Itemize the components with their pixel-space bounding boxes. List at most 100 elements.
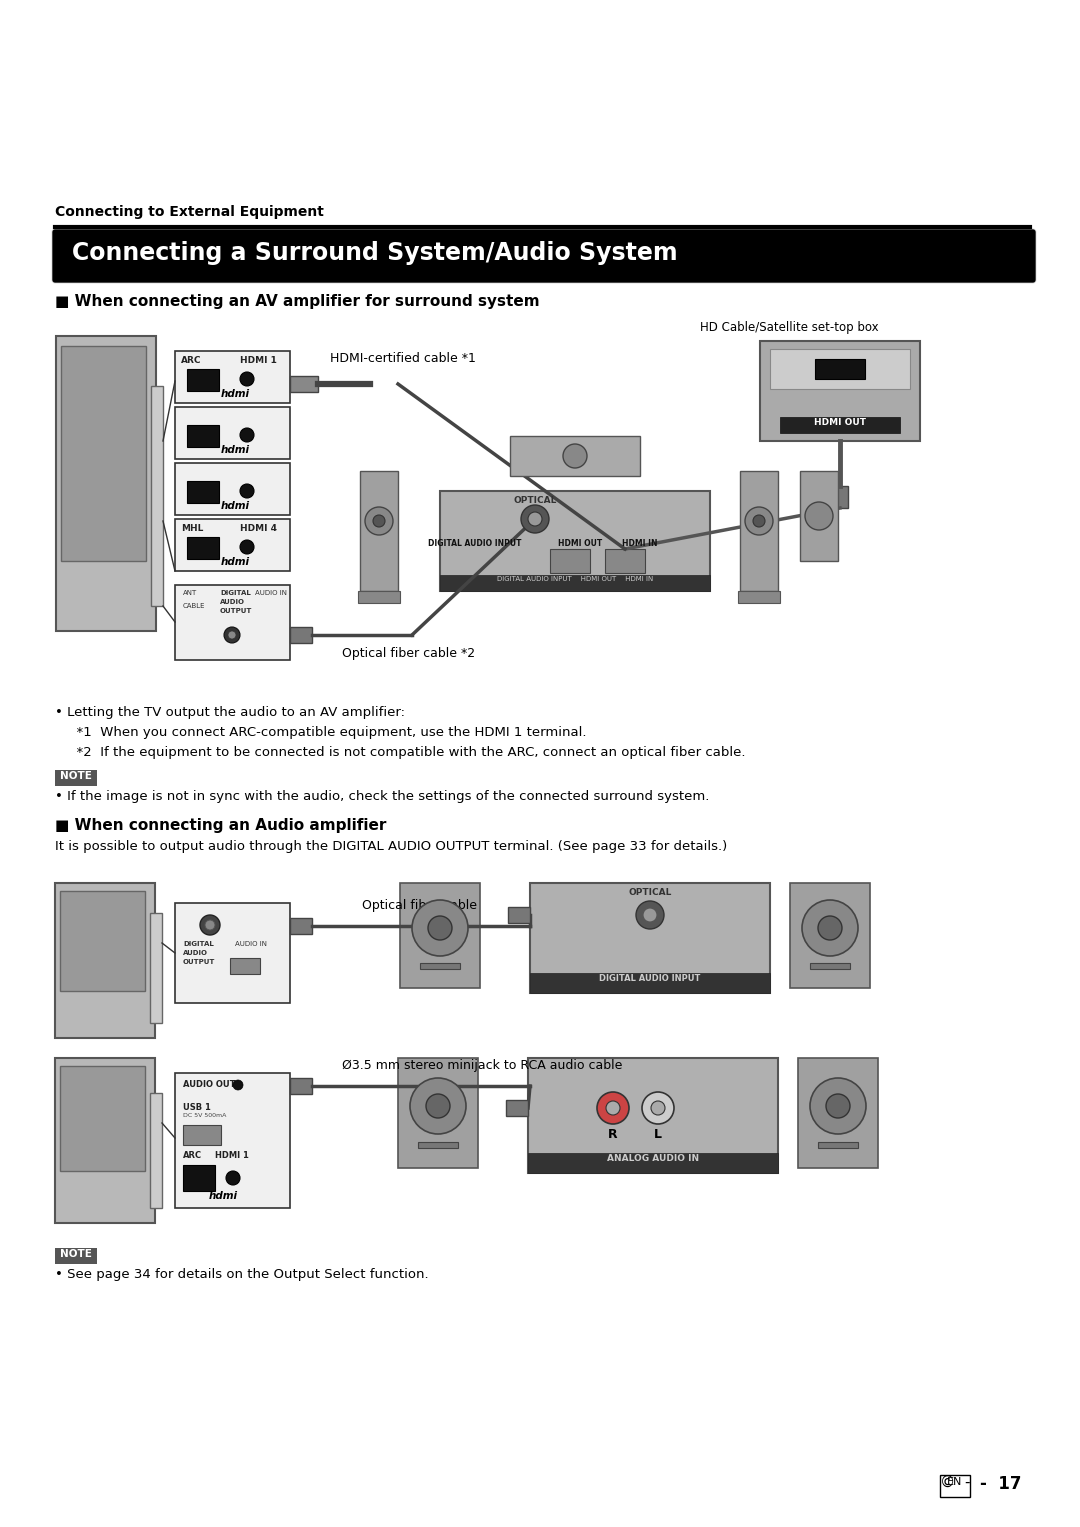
Text: DIGITAL AUDIO INPUT    HDMI OUT    HDMI IN: DIGITAL AUDIO INPUT HDMI OUT HDMI IN <box>497 576 653 582</box>
Bar <box>55 1248 97 1264</box>
Bar <box>815 359 865 379</box>
Bar <box>175 585 291 660</box>
Text: ANALOG AUDIO IN: ANALOG AUDIO IN <box>607 1154 699 1164</box>
Text: DIGITAL: DIGITAL <box>220 589 251 596</box>
Bar <box>770 350 910 389</box>
Bar <box>440 492 710 591</box>
Bar <box>187 481 219 502</box>
Text: NOTE: NOTE <box>60 771 92 780</box>
Circle shape <box>373 515 384 527</box>
Circle shape <box>365 507 393 534</box>
Circle shape <box>428 916 453 941</box>
Text: OUTPUT: OUTPUT <box>183 959 215 965</box>
Circle shape <box>226 1171 240 1185</box>
Bar <box>420 964 460 970</box>
Text: Connecting to External Equipment: Connecting to External Equipment <box>55 205 324 218</box>
Bar <box>60 347 146 560</box>
Bar <box>291 918 312 935</box>
Text: HDMI 1: HDMI 1 <box>240 356 276 365</box>
Text: Connecting a Surround System/Audio System: Connecting a Surround System/Audio Syste… <box>72 241 677 266</box>
Text: HD Cable/Satellite set-top box: HD Cable/Satellite set-top box <box>700 321 879 334</box>
Bar <box>175 351 291 403</box>
Text: USB 1: USB 1 <box>183 1102 211 1112</box>
Bar <box>175 519 291 571</box>
Bar <box>780 417 900 434</box>
Text: DIGITAL: DIGITAL <box>183 941 214 947</box>
Circle shape <box>240 541 254 554</box>
Bar <box>798 1058 878 1168</box>
Bar <box>440 576 710 591</box>
Bar <box>55 770 97 786</box>
Text: HDMI 1: HDMI 1 <box>215 1151 248 1161</box>
Bar <box>175 1073 291 1208</box>
Text: AUDIO IN: AUDIO IN <box>255 589 287 596</box>
Bar <box>605 550 645 573</box>
Bar <box>60 890 145 991</box>
Circle shape <box>200 915 220 935</box>
Circle shape <box>810 1078 866 1135</box>
Bar <box>187 370 219 391</box>
Bar <box>528 1058 778 1173</box>
Circle shape <box>636 901 664 928</box>
Circle shape <box>805 502 833 530</box>
Bar <box>183 1125 221 1145</box>
Bar <box>183 1165 215 1191</box>
Text: *1  When you connect ARC-compatible equipment, use the HDMI 1 terminal.: *1 When you connect ARC-compatible equip… <box>68 725 586 739</box>
Circle shape <box>228 631 237 638</box>
Text: L: L <box>654 1128 662 1141</box>
Bar <box>175 902 291 1003</box>
Circle shape <box>426 1093 450 1118</box>
Text: MHL: MHL <box>181 524 203 533</box>
Bar <box>800 470 838 560</box>
Text: *2  If the equipment to be connected is not compatible with the ARC, connect an : *2 If the equipment to be connected is n… <box>68 747 745 759</box>
Text: hdmi: hdmi <box>220 501 249 512</box>
Bar <box>740 470 778 591</box>
Bar <box>55 1058 156 1223</box>
Text: hdmi: hdmi <box>220 389 249 399</box>
Circle shape <box>224 628 240 643</box>
Bar <box>528 1153 778 1173</box>
Bar <box>60 1066 145 1171</box>
Text: DIGITAL AUDIO INPUT: DIGITAL AUDIO INPUT <box>599 974 701 983</box>
Bar <box>187 425 219 447</box>
Circle shape <box>411 899 468 956</box>
Text: AUDIO: AUDIO <box>183 950 208 956</box>
Circle shape <box>643 909 657 922</box>
Circle shape <box>240 428 254 441</box>
FancyBboxPatch shape <box>52 229 1036 282</box>
Text: ARC: ARC <box>183 1151 202 1161</box>
Circle shape <box>205 919 215 930</box>
Text: CABLE: CABLE <box>183 603 205 609</box>
Text: HDMI OUT: HDMI OUT <box>558 539 603 548</box>
Text: Optical fiber cable *2: Optical fiber cable *2 <box>342 647 475 660</box>
Text: Ø3.5 mm stereo minijack to RCA audio cable: Ø3.5 mm stereo minijack to RCA audio cab… <box>342 1060 622 1072</box>
Bar <box>360 470 399 591</box>
Bar <box>175 408 291 460</box>
Circle shape <box>745 507 773 534</box>
Text: NOTE: NOTE <box>60 1249 92 1258</box>
Bar <box>291 376 318 392</box>
Circle shape <box>410 1078 465 1135</box>
Text: OPTICAL: OPTICAL <box>513 496 556 505</box>
Text: R: R <box>608 1128 618 1141</box>
Circle shape <box>753 515 765 527</box>
Circle shape <box>240 484 254 498</box>
Text: AUDIO: AUDIO <box>220 599 245 605</box>
Text: HDMI OUT: HDMI OUT <box>814 418 866 428</box>
Bar <box>175 463 291 515</box>
Circle shape <box>240 373 254 386</box>
Text: It is possible to output audio through the DIGITAL AUDIO OUTPUT terminal. (See p: It is possible to output audio through t… <box>55 840 727 854</box>
Text: DIGITAL AUDIO INPUT: DIGITAL AUDIO INPUT <box>429 539 522 548</box>
Circle shape <box>642 1092 674 1124</box>
Text: • Letting the TV output the audio to an AV amplifier:: • Letting the TV output the audio to an … <box>55 705 405 719</box>
Text: ARC: ARC <box>181 356 202 365</box>
Bar <box>187 538 219 559</box>
Bar <box>507 1099 528 1116</box>
Text: hdmi: hdmi <box>220 557 249 567</box>
Bar <box>508 907 530 922</box>
Bar <box>230 957 260 974</box>
Text: ■ When connecting an AV amplifier for surround system: ■ When connecting an AV amplifier for su… <box>55 295 540 308</box>
Bar <box>400 883 480 988</box>
Text: AUDIO IN: AUDIO IN <box>235 941 267 947</box>
Circle shape <box>606 1101 620 1115</box>
